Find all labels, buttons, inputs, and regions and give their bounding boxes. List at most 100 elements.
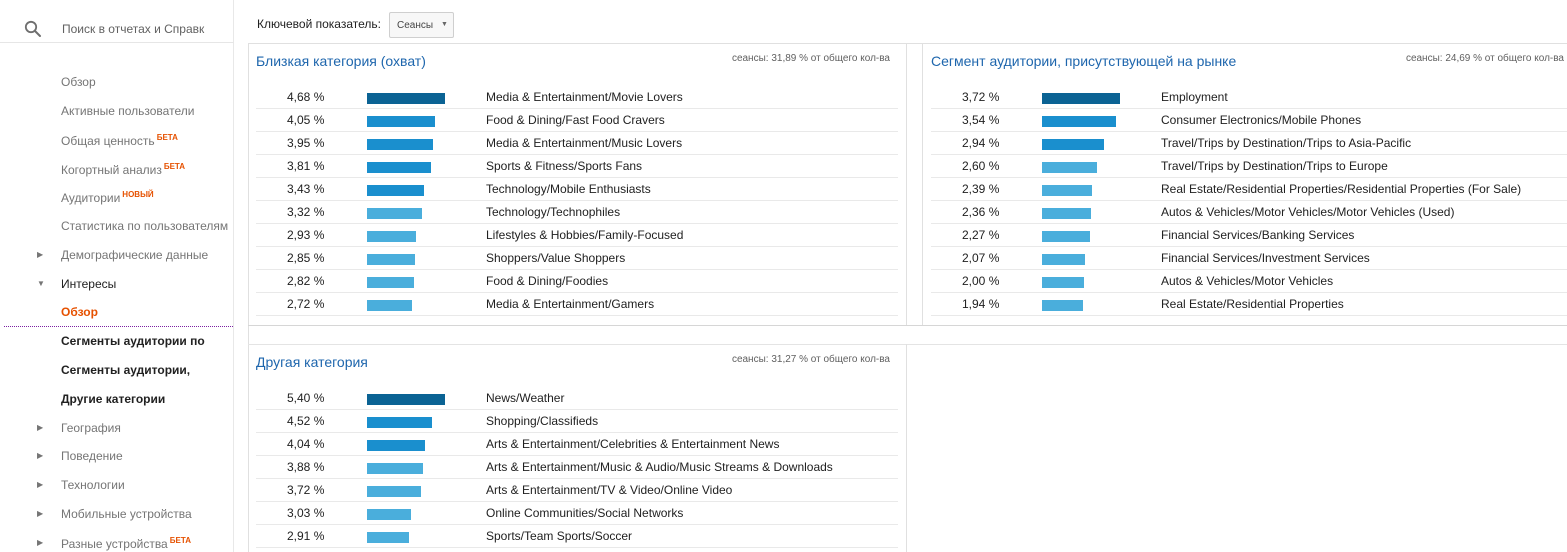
row-percent: 4,04 % [287, 437, 325, 451]
sidebar-item-cohort-analysis[interactable]: Когортный анализ БЕТА [0, 157, 234, 183]
row-bar [1042, 277, 1084, 288]
row-percent: 1,94 % [962, 297, 1000, 311]
row-bar [1042, 93, 1120, 104]
chevron-down-icon: ▼ [441, 21, 448, 28]
search-box[interactable]: Поиск в отчетах и Справк [0, 0, 234, 43]
sidebar-item-label: Статистика по пользователям [61, 219, 229, 233]
panel-divider [906, 344, 907, 552]
table-row: 3,72 % Employment [931, 86, 1567, 109]
sidebar-item-other-categories[interactable]: Другие категории [0, 387, 234, 413]
beta-badge: БЕТА [156, 133, 178, 142]
sidebar-item-in-market-segments[interactable]: Сегменты аудитории по [0, 329, 234, 355]
sidebar-item-label: Когортный анализ [61, 163, 162, 177]
row-category: Food & Dining/Foodies [486, 274, 609, 288]
row-category: Lifestyles & Hobbies/Family-Focused [486, 228, 684, 242]
key-metric-select[interactable]: Сеансы ▼ [389, 12, 454, 38]
panel-divider [248, 344, 1567, 345]
row-bar [367, 208, 422, 219]
sidebar-item-label: Разные устройства [61, 537, 168, 551]
sidebar-item-label-wrap: Когортный анализ БЕТА [61, 162, 185, 177]
sidebar-item-label: Технологии [61, 478, 125, 492]
row-percent: 3,88 % [287, 460, 325, 474]
row-category: Autos & Vehicles/Motor Vehicles/Motor Ve… [1161, 205, 1455, 219]
row-percent: 2,27 % [962, 228, 1000, 242]
row-bar [367, 440, 425, 451]
in-market-rows: 3,72 % Employment 3,54 % Consumer Electroni… [931, 86, 1567, 316]
table-row: 4,68 % Media & Entertainment/Movie Lovers [256, 86, 898, 109]
row-category: Shoppers/Value Shoppers [486, 251, 626, 265]
sidebar-item-audiences[interactable]: Аудитории НОВЫЙ [0, 185, 234, 211]
table-row: 3,81 % Sports & Fitness/Sports Fans [256, 155, 898, 178]
table-row: 2,72 % Media & Entertainment/Gamers [256, 293, 898, 316]
row-category: Arts & Entertainment/Celebrities & Enter… [486, 437, 780, 451]
sidebar-item-user-explorer[interactable]: Статистика по пользователям [0, 214, 234, 240]
sidebar-item-technology[interactable]: ▶ Технологии [0, 473, 234, 499]
row-bar [367, 277, 414, 288]
row-percent: 2,39 % [962, 182, 1000, 196]
row-bar [367, 463, 423, 474]
caret-right-icon[interactable]: ▶ [37, 250, 44, 259]
caret-right-icon[interactable]: ▶ [37, 423, 44, 432]
sidebar-item-label: Демографические данные [61, 248, 209, 262]
sidebar-item-cross-device[interactable]: ▶ Разные устройства БЕТА [0, 531, 234, 552]
table-row: 2,39 % Real Estate/Residential Properties… [931, 178, 1567, 201]
panel-title[interactable]: Другая категория [256, 354, 368, 370]
caret-right-icon[interactable]: ▶ [37, 480, 44, 489]
sidebar-item-label: Общая ценность [61, 134, 155, 148]
search-icon[interactable] [24, 20, 42, 38]
sidebar-item-active-users[interactable]: Активные пользователи [0, 99, 234, 125]
caret-right-icon[interactable]: ▶ [37, 509, 44, 518]
table-row: 2,60 % Travel/Trips by Destination/Trips … [931, 155, 1567, 178]
row-percent: 2,85 % [287, 251, 325, 265]
row-bar [367, 93, 445, 104]
affinity-panel: Близкая категория (охват) сеансы: 31,89 … [248, 43, 898, 325]
caret-down-icon[interactable]: ▼ [37, 279, 45, 288]
row-category: Media & Entertainment/Gamers [486, 297, 655, 311]
caret-right-icon[interactable]: ▶ [37, 451, 44, 460]
row-bar [367, 139, 433, 150]
table-row: 2,36 % Autos & Vehicles/Motor Vehicles/Mo… [931, 201, 1567, 224]
row-percent: 3,72 % [962, 90, 1000, 104]
panel-title[interactable]: Близкая категория (охват) [256, 53, 426, 69]
row-bar [367, 300, 412, 311]
sidebar-item-behavior[interactable]: ▶ Поведение [0, 444, 234, 470]
sidebar-item-mobile[interactable]: ▶ Мобильные устройства [0, 502, 234, 528]
sidebar-item-lifetime-value[interactable]: Общая ценность БЕТА [0, 128, 234, 154]
active-divider [4, 326, 233, 327]
search-input[interactable]: Поиск в отчетах и Справк [62, 22, 205, 36]
row-category: Arts & Entertainment/TV & Video/Online V… [486, 483, 733, 497]
row-percent: 3,95 % [287, 136, 325, 150]
other-category-panel: Другая категория сеансы: 31,27 % от обще… [248, 344, 898, 552]
beta-badge: БЕТА [169, 536, 191, 545]
row-percent: 2,93 % [287, 228, 325, 242]
key-metric-label: Ключевой показатель: [257, 17, 381, 31]
sidebar-item-interests-overview[interactable]: Обзор [0, 300, 234, 326]
row-bar [1042, 162, 1097, 173]
beta-badge: НОВЫЙ [122, 190, 154, 199]
row-bar [367, 116, 435, 127]
in-market-panel: Сегмент аудитории, присутствующей на рын… [923, 43, 1567, 325]
sidebar-item-demographics[interactable]: ▶ Демографические данные [0, 243, 234, 269]
sidebar-item-geo[interactable]: ▶ География [0, 416, 234, 442]
sidebar-item-label: Обзор [61, 75, 96, 89]
table-row: 3,88 % Arts & Entertainment/Music & Audio… [256, 456, 898, 479]
row-category: Consumer Electronics/Mobile Phones [1161, 113, 1362, 127]
row-percent: 2,60 % [962, 159, 1000, 173]
sidebar-item-label: Мобильные устройства [61, 507, 192, 521]
sidebar-item-label: Сегменты аудитории по [61, 334, 205, 348]
affinity-rows: 4,68 % Media & Entertainment/Movie Lovers… [256, 86, 898, 316]
sidebar-item-overview[interactable]: Обзор [0, 70, 234, 96]
row-category: Autos & Vehicles/Motor Vehicles [1161, 274, 1334, 288]
sidebar-item-label: География [61, 421, 121, 435]
row-category: Financial Services/Investment Services [1161, 251, 1370, 265]
row-category: Real Estate/Residential Properties [1161, 297, 1344, 311]
caret-right-icon[interactable]: ▶ [37, 538, 44, 547]
row-percent: 3,81 % [287, 159, 325, 173]
sidebar-item-interests[interactable]: ▼ Интересы [0, 272, 234, 298]
row-percent: 3,32 % [287, 205, 325, 219]
row-bar [1042, 116, 1116, 127]
panel-title[interactable]: Сегмент аудитории, присутствующей на рын… [931, 53, 1237, 69]
table-row: 5,40 % News/Weather [256, 387, 898, 410]
table-row: 4,04 % Arts & Entertainment/Celebrities &… [256, 433, 898, 456]
sidebar-item-affinity-segments[interactable]: Сегменты аудитории, [0, 358, 234, 384]
